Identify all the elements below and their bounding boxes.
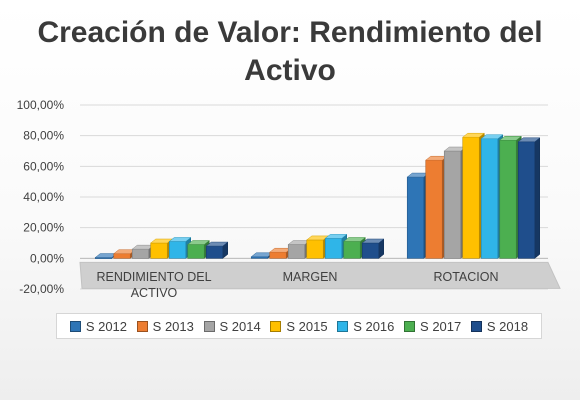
bar-top <box>361 238 385 244</box>
legend-label: S 2018 <box>486 318 529 334</box>
legend-item: S 2018 <box>470 318 529 334</box>
bar-top <box>205 241 229 247</box>
legend-swatch <box>337 320 349 332</box>
bar-front <box>187 244 205 259</box>
legend-swatch <box>270 320 282 332</box>
bar-front <box>287 244 306 259</box>
bars <box>94 132 541 259</box>
y-tick-label: 100,00% <box>17 98 65 112</box>
bar <box>306 235 329 259</box>
bar-top <box>517 137 541 143</box>
legend-item: S 2012 <box>69 318 128 334</box>
y-tick-label: 60,00% <box>23 159 64 173</box>
chart-title-line-2: Activo <box>244 54 336 87</box>
bar-top <box>187 240 210 245</box>
y-tick-label: 0,00% <box>30 251 64 265</box>
y-tick-label: 20,00% <box>23 221 64 235</box>
legend-item: S 2014 <box>203 318 261 334</box>
legend-item: S 2015 <box>270 318 328 334</box>
bar-top <box>324 234 348 239</box>
legend-item: S 2017 <box>404 319 461 334</box>
bar-front <box>205 245 224 259</box>
legend-label: S 2012 <box>85 318 128 334</box>
y-axis-tick-labels: -20,00% 0,00% 20,00% 40,00% 60,00% 80,00% 100,… <box>17 98 65 296</box>
legend-swatch <box>404 320 416 332</box>
bar <box>205 241 229 259</box>
x-category-label: RENDIMIENTO DEL <box>96 270 211 284</box>
legend-swatch <box>203 320 215 332</box>
chart-title-line-1: Creación de Valor: Rendimiento del <box>37 16 543 49</box>
bar-front <box>406 176 425 259</box>
bar <box>517 137 541 259</box>
bar-front <box>462 136 480 259</box>
bar-front <box>113 253 131 259</box>
bar-front <box>361 242 380 259</box>
x-category-label: ROTACION <box>433 270 498 284</box>
chart-floor-plane <box>79 261 561 289</box>
bar <box>361 238 385 259</box>
bar-front <box>499 139 517 259</box>
x-axis-category-labels: RENDIMIENTO DEL ACTIVO MARGEN ROTACION <box>96 270 498 300</box>
bar-top <box>462 132 485 138</box>
bar-front <box>324 238 343 259</box>
legend-swatch <box>470 320 482 332</box>
chart-title: Creación de Valor: Rendimiento del Activ… <box>20 14 560 90</box>
bar-front <box>306 239 324 259</box>
legend-label: S 2015 <box>286 318 328 334</box>
legend-label: S 2017 <box>420 318 462 334</box>
bar-top <box>168 237 192 242</box>
x-category-label: MARGEN <box>283 270 338 284</box>
legend-swatch <box>136 320 148 332</box>
y-tick-label: 80,00% <box>23 129 64 143</box>
y-tick-label: -20,00% <box>19 282 64 296</box>
bar-top <box>480 134 504 139</box>
legend-label: S 2013 <box>152 318 194 334</box>
y-tick-label: 40,00% <box>23 190 64 204</box>
chart-legend: S 2012 S 2013 S 2014 S 2015 S 2016 S 2017 S 20… <box>56 313 542 339</box>
bar-front <box>480 138 499 259</box>
bar-side <box>534 137 540 259</box>
bar-front <box>343 241 361 259</box>
bar-top <box>499 136 522 141</box>
legend-label: S 2016 <box>353 318 395 334</box>
x-category-label: ACTIVO <box>131 286 178 300</box>
bar-front <box>425 159 443 259</box>
bar-front <box>269 251 287 259</box>
legend-item: S 2013 <box>136 318 194 334</box>
bar-front <box>443 150 462 259</box>
legend-item: S 2016 <box>337 319 394 334</box>
bar-front <box>517 141 536 259</box>
bar-front <box>131 248 150 259</box>
bar-front <box>150 242 168 259</box>
legend-swatch <box>69 320 81 332</box>
bar-top <box>343 237 366 242</box>
bar-front <box>168 241 187 259</box>
legend-label: S 2014 <box>219 318 261 334</box>
